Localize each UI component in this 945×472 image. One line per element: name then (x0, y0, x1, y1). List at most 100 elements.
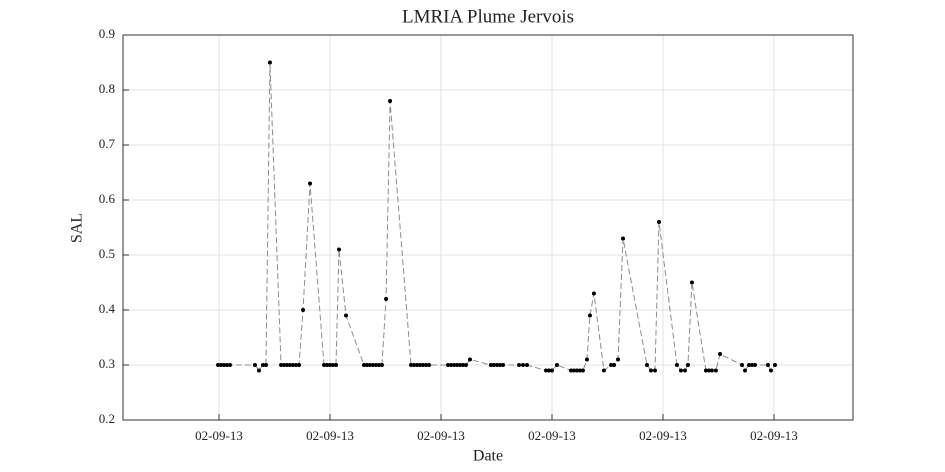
x-tick-label: 02-09-13 (417, 428, 465, 443)
x-tick-label: 02-09-13 (306, 428, 354, 443)
data-point (674, 363, 679, 367)
data-point (621, 236, 626, 241)
data-point (325, 363, 330, 367)
data-point (678, 368, 683, 373)
data-point (216, 363, 221, 367)
data-point (282, 363, 287, 367)
data-point (415, 363, 420, 367)
data-point (652, 368, 657, 373)
data-point (418, 363, 423, 367)
data-point (285, 363, 290, 367)
x-tick-label: 02-09-13 (528, 428, 576, 443)
x-tick-label: 02-09-13 (750, 428, 798, 443)
data-point (457, 363, 462, 367)
data-point (685, 363, 690, 367)
data-point (768, 368, 773, 373)
data-point (409, 363, 414, 367)
x-tick-label: 02-09-13 (195, 428, 243, 443)
data-point (488, 363, 493, 367)
y-tick-label: 0.8 (99, 81, 115, 96)
data-point (568, 368, 573, 373)
data-point (460, 363, 465, 367)
data-point (743, 368, 748, 373)
data-point (501, 363, 506, 367)
data-point (521, 363, 526, 367)
data-point (616, 357, 621, 362)
y-tick-label: 0.7 (99, 136, 116, 151)
data-point (543, 368, 548, 373)
data-point (252, 363, 257, 367)
data-point (740, 363, 745, 367)
data-point (549, 368, 554, 373)
data-point (279, 363, 284, 367)
data-point (330, 363, 335, 367)
data-point (491, 363, 496, 367)
x-axis-label: Date (473, 448, 503, 465)
data-point (445, 363, 450, 367)
x-tick-label: 02-09-13 (639, 428, 687, 443)
y-tick-label: 0.2 (99, 411, 115, 426)
y-tick-label: 0.4 (99, 301, 116, 316)
data-point (587, 313, 592, 318)
data-point (601, 368, 606, 373)
data-point (260, 363, 265, 367)
data-point (498, 363, 503, 367)
data-point (222, 363, 227, 367)
data-point (648, 368, 653, 373)
data-point (384, 297, 389, 301)
data-point (656, 220, 661, 224)
data-point (554, 363, 559, 367)
data-point (388, 99, 393, 103)
y-tick-label: 0.3 (99, 356, 115, 371)
data-point (467, 357, 472, 362)
data-point (412, 363, 417, 367)
data-point (322, 363, 327, 367)
data-point (571, 368, 576, 373)
data-point (709, 368, 714, 373)
data-point (370, 363, 375, 367)
data-point (713, 368, 718, 373)
data-point (263, 363, 268, 367)
data-point (644, 363, 649, 367)
data-point (525, 363, 530, 367)
data-point (328, 363, 333, 367)
y-tick-label: 0.5 (99, 246, 115, 261)
data-point (424, 363, 429, 367)
data-point (301, 308, 306, 312)
data-point (288, 363, 293, 367)
y-tick-label: 0.6 (99, 191, 116, 206)
data-point (749, 363, 754, 367)
data-point (772, 363, 777, 367)
data-point (379, 363, 384, 367)
data-point (361, 363, 366, 367)
data-point (574, 368, 579, 373)
chart-title: LMRIA Plume Jervois (402, 6, 574, 27)
data-point (752, 363, 757, 367)
y-tick-label: 0.9 (99, 26, 115, 41)
data-point (765, 363, 770, 367)
data-point (343, 313, 348, 318)
data-point (448, 363, 453, 367)
data-point (219, 363, 224, 367)
data-point (256, 368, 261, 373)
data-point (373, 363, 378, 367)
data-point (612, 363, 617, 367)
data-point (294, 363, 299, 367)
data-point (367, 363, 372, 367)
data-point (267, 60, 272, 65)
data-point (746, 363, 751, 367)
data-point (703, 368, 708, 373)
data-point (517, 363, 522, 367)
data-point (427, 363, 432, 367)
data-point (706, 368, 711, 373)
data-point (225, 363, 230, 367)
data-point (336, 247, 341, 252)
data-point (364, 363, 369, 367)
data-point (308, 181, 313, 186)
data-point (454, 363, 459, 367)
data-point (376, 363, 381, 367)
data-point (546, 368, 551, 373)
data-point (421, 363, 426, 367)
